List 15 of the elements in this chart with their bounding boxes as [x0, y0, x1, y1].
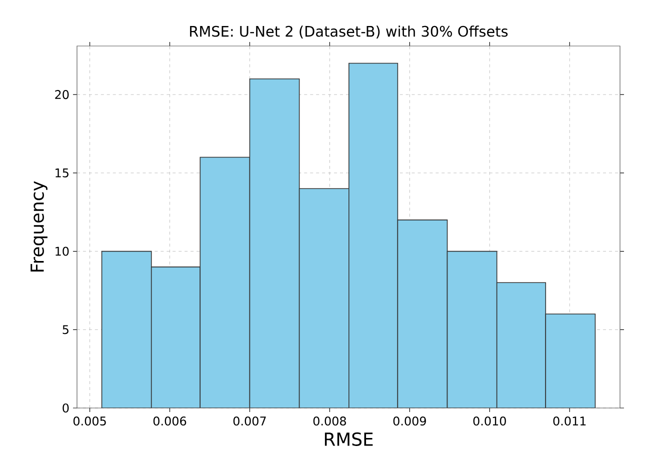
y-tick-label: 15 [56, 168, 68, 178]
x-tick-label: 0.010 [473, 416, 506, 426]
x-tick-label: 0.011 [553, 416, 586, 426]
y-axis-title: Frequency [30, 181, 48, 272]
y-tick-label: 10 [56, 246, 69, 256]
x-tick-label: 0.005 [73, 416, 106, 426]
x-axis-title: RMSE [324, 432, 373, 446]
chart-title: RMSE: U-Net 2 (Dataset-B) with 30% Offsets [190, 26, 508, 38]
y-tick-label: 0 [62, 403, 69, 413]
y-tick-label: 20 [55, 90, 69, 100]
x-tick-label: 0.006 [153, 416, 186, 426]
y-tick-label: 5 [62, 325, 68, 334]
x-tick-label: 0.008 [313, 416, 346, 426]
x-tick-label: 0.009 [393, 416, 426, 426]
x-tick-label: 0.007 [233, 416, 266, 426]
